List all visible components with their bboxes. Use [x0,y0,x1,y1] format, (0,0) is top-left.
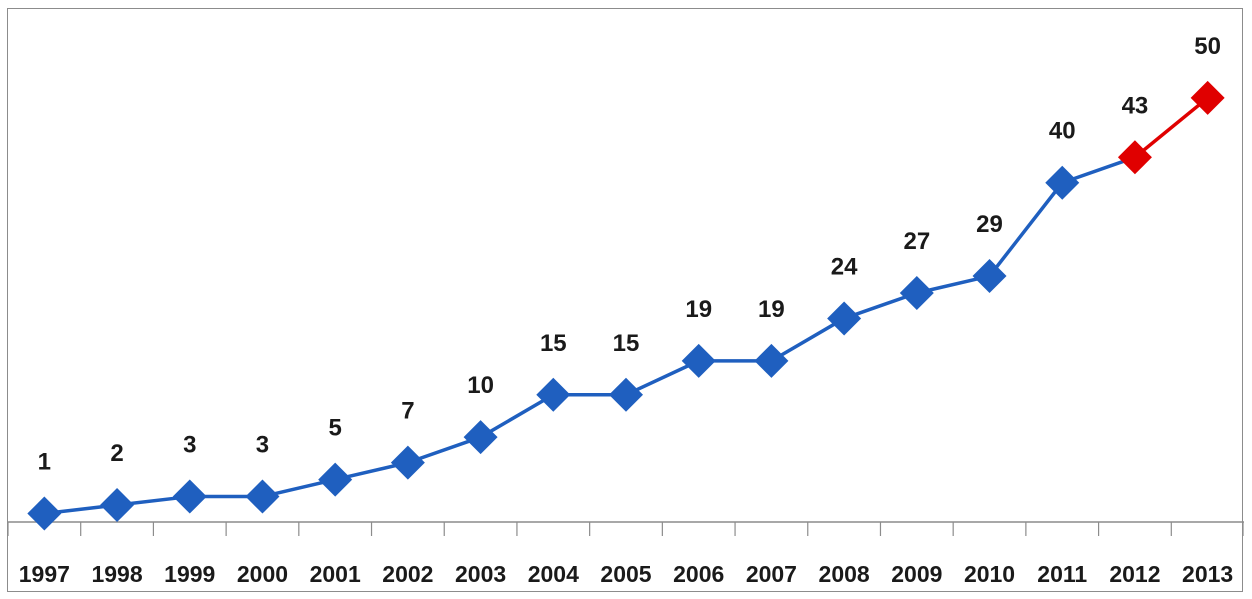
data-label-2005: 15 [613,330,640,357]
data-label-2010: 29 [976,211,1003,238]
x-tick-label-2012: 2012 [1109,561,1160,587]
series-line-segment [478,393,556,439]
data-label-2008: 24 [831,253,858,280]
x-tick-labels: 1997 1998 1999 2000 2001 2002 2003 2004 2005 2006… [19,561,1233,587]
data-label-2004: 15 [540,330,567,357]
x-tick-label-2003: 2003 [455,561,506,587]
series-lines [42,96,1210,516]
data-labels: 1 2 3 3 5 7 10 15 15 19 19 24 27 29 40 43 50 [38,33,1221,476]
data-point-2001 [318,462,353,497]
data-label-2006: 19 [685,296,712,323]
x-tick-label-2001: 2001 [310,561,361,587]
x-tick-label-2002: 2002 [382,561,433,587]
data-label-2011: 40 [1049,118,1076,145]
data-label-2009: 27 [903,228,930,255]
series-line-segment [987,180,1064,278]
series-markers [27,80,1225,531]
data-label-2001: 5 [328,415,341,442]
x-axis [8,521,1244,536]
chart-frame: 1 2 3 3 5 7 10 15 15 19 19 24 27 29 40 43 50 1997 1998 199… [7,8,1244,592]
x-tick-label-2009: 2009 [891,561,942,587]
data-label-2003: 10 [467,372,494,399]
x-tick-label-2011: 2011 [1037,561,1087,587]
data-point-2011 [1045,165,1080,200]
x-tick-label-2000: 2000 [237,561,288,587]
data-point-2012 [1117,140,1152,175]
x-tick-label-1999: 1999 [164,561,215,587]
data-point-2007 [754,343,789,378]
data-point-2004 [536,377,571,412]
x-tick-label-2010: 2010 [964,561,1015,587]
data-label-2002: 7 [401,398,414,425]
data-point-2009 [899,276,934,310]
data-point-2010 [972,259,1007,294]
x-tick-label-2005: 2005 [600,561,651,587]
data-point-2013 [1190,80,1225,115]
x-tick-label-1998: 1998 [91,561,142,587]
x-tick-label-2006: 2006 [673,561,724,587]
series-line-segment [1133,96,1210,160]
x-tick-label-2013: 2013 [1182,561,1233,587]
data-point-2002 [390,445,425,480]
data-point-1998 [100,488,135,523]
x-tick-label-1997: 1997 [19,561,70,587]
data-label-2007: 19 [758,296,785,323]
series-line-segment [769,316,846,363]
data-label-1998: 2 [110,440,123,467]
series-line-segment [624,359,701,397]
data-label-1997: 1 [38,449,51,476]
data-point-2005 [609,377,643,412]
data-label-2012: 43 [1122,92,1149,119]
x-tick-label-2008: 2008 [819,561,870,587]
x-tick-label-2004: 2004 [528,561,579,587]
data-point-2006 [681,343,716,378]
data-label-2000: 3 [256,432,269,459]
data-label-2013: 50 [1194,33,1221,60]
data-point-1997 [27,496,62,531]
data-point-2000 [245,479,280,514]
data-point-2003 [463,420,498,455]
data-point-2008 [827,301,862,336]
data-point-1999 [172,479,207,514]
x-tick-label-2007: 2007 [746,561,797,587]
data-label-1999: 3 [183,432,196,459]
